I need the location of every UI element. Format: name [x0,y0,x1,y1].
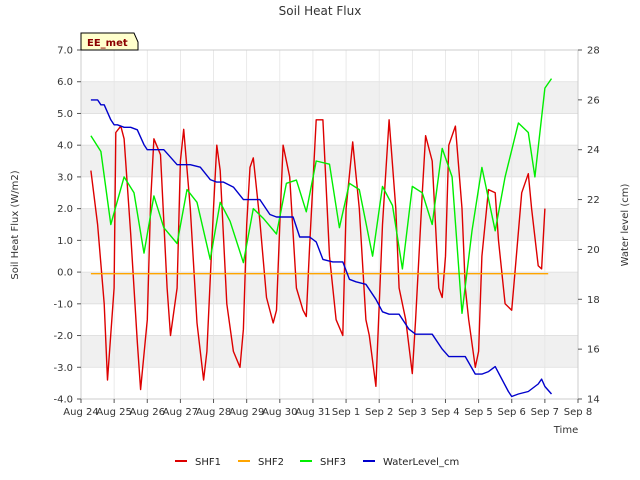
plot-background-bands [81,81,578,368]
x-tick-label: Sep 4 [431,407,459,418]
band [81,272,578,304]
band [81,208,578,241]
y2-tick-label: 14 [587,395,600,406]
x-tick-label: Sep 8 [564,407,592,418]
data-series [90,78,553,398]
x-tick-label: Sep 7 [531,407,559,418]
band [81,81,578,114]
x-tick-label: Aug 27 [163,407,198,418]
series-line-shf3 [90,78,553,314]
series-line-waterlevel-cm [90,99,553,398]
x-tick-label: Sep 1 [332,407,360,418]
y-tick-label: -4.0 [53,395,73,406]
x-tick-label: Aug 28 [196,407,231,418]
x-tick-label: Sep 3 [398,407,426,418]
legend-label-shf2: SHF2 [258,457,284,468]
y-axis-ticks: -4.0 -3.0 -2.0 -1.0 0.0 1.0 2.0 3.0 4.0 5.0 6.0 7.0 [53,46,81,406]
y2-tick-label: 18 [587,295,600,306]
site-badge-box [80,32,139,51]
y2-tick-label: 24 [587,145,600,156]
legend-label-shf1: SHF1 [195,457,221,468]
y-tick-label: 7.0 [57,46,73,57]
legend-label-shf3: SHF3 [320,457,346,468]
x-tick-label: Sep 6 [498,407,526,418]
x-tick-label: Aug 29 [229,407,264,418]
x-tick-label: Aug 31 [295,407,330,418]
site-badge-text: EE_met [87,38,128,49]
y-tick-label: -3.0 [53,363,73,374]
x-axis-label: Time [553,425,578,436]
legend-label-waterlevel-cm: WaterLevel_cm [383,457,459,468]
y2-axis-ticks: 14 16 18 20 22 24 26 28 [578,46,600,406]
y-tick-label: 1.0 [57,236,73,247]
y2-tick-label: 20 [587,245,600,256]
y-tick-label: 4.0 [57,141,73,152]
y-tick-label: 3.0 [57,172,73,183]
x-tick-label: Sep 5 [464,407,492,418]
y2-tick-label: 16 [587,345,600,356]
y-tick-label: 0.0 [57,268,73,279]
x-tick-label: Aug 26 [130,407,165,418]
band [81,335,578,368]
legend: SHF1 SHF2 SHF3 WaterLevel_cm [175,457,459,468]
site-badge: EE_met [80,32,139,51]
x-tick-label: Aug 24 [63,407,98,418]
plot-frame [80,49,579,400]
x-tick-label: Sep 2 [365,407,393,418]
y-axis-label: Soil Heat Flux (W/m2) [10,170,21,279]
chart-title: Soil Heat Flux [279,4,362,18]
y2-tick-label: 26 [587,95,600,106]
x-tick-label: Aug 25 [96,407,131,418]
y-tick-label: 6.0 [57,77,73,88]
y2-axis-label: Water level (cm) [620,184,631,267]
y2-tick-label: 22 [587,195,600,206]
y2-tick-label: 28 [587,46,600,57]
y-tick-label: -1.0 [53,299,73,310]
y-tick-label: 2.0 [57,204,73,215]
y-tick-label: 5.0 [57,109,73,120]
series-line-shf1 [90,119,546,391]
y-tick-label: -2.0 [53,331,73,342]
x-tick-label: Aug 30 [262,407,297,418]
